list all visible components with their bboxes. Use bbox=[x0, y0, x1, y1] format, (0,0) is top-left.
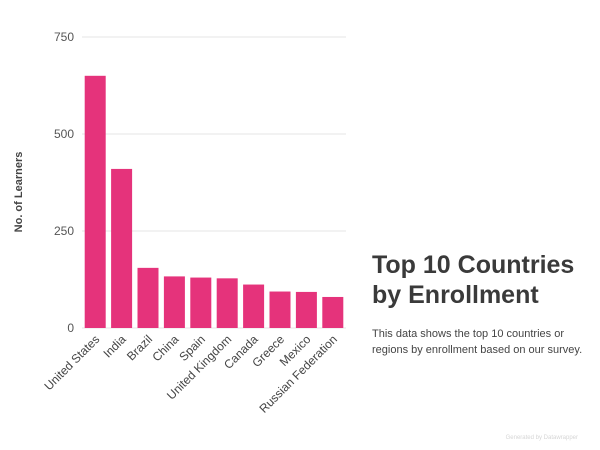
y-tick-labels: 0 250 500 750 bbox=[54, 30, 74, 335]
x-category-label: China bbox=[149, 332, 181, 364]
bar-russian-federation bbox=[322, 296, 344, 328]
panel-title-line-2: by Enrollment bbox=[372, 281, 539, 309]
bar-spain bbox=[190, 277, 212, 328]
bar-china bbox=[163, 276, 185, 328]
info-panel: Top 10 Countries by Enrollment This data… bbox=[372, 250, 594, 358]
bars-layer bbox=[84, 75, 344, 328]
x-category-labels: United StatesIndiaBrazilChinaSpainUnited… bbox=[41, 332, 339, 416]
y-tick-label: 250 bbox=[54, 224, 74, 238]
bar-india bbox=[111, 168, 133, 328]
bar-united-states bbox=[84, 75, 106, 328]
watermark: Generated by Datawrapper bbox=[505, 435, 578, 441]
y-axis-label: No. of Learners bbox=[13, 152, 25, 233]
bar-canada bbox=[243, 284, 265, 328]
panel-title-line-1: Top 10 Countries bbox=[372, 251, 575, 279]
bar-greece bbox=[269, 291, 291, 328]
x-category-label: India bbox=[100, 332, 129, 361]
bar-mexico bbox=[295, 291, 317, 328]
x-category-label: Brazil bbox=[124, 332, 155, 363]
y-tick-label: 500 bbox=[54, 127, 74, 141]
y-tick-label: 750 bbox=[54, 30, 74, 44]
bar-brazil bbox=[137, 267, 159, 328]
panel-description: This data shows the top 10 countries or … bbox=[372, 328, 583, 356]
panel-title: Top 10 Countries by Enrollment bbox=[372, 250, 594, 310]
bar-united-kingdom bbox=[216, 278, 238, 328]
y-tick-label: 0 bbox=[67, 321, 74, 335]
x-category-label: United States bbox=[41, 332, 102, 393]
